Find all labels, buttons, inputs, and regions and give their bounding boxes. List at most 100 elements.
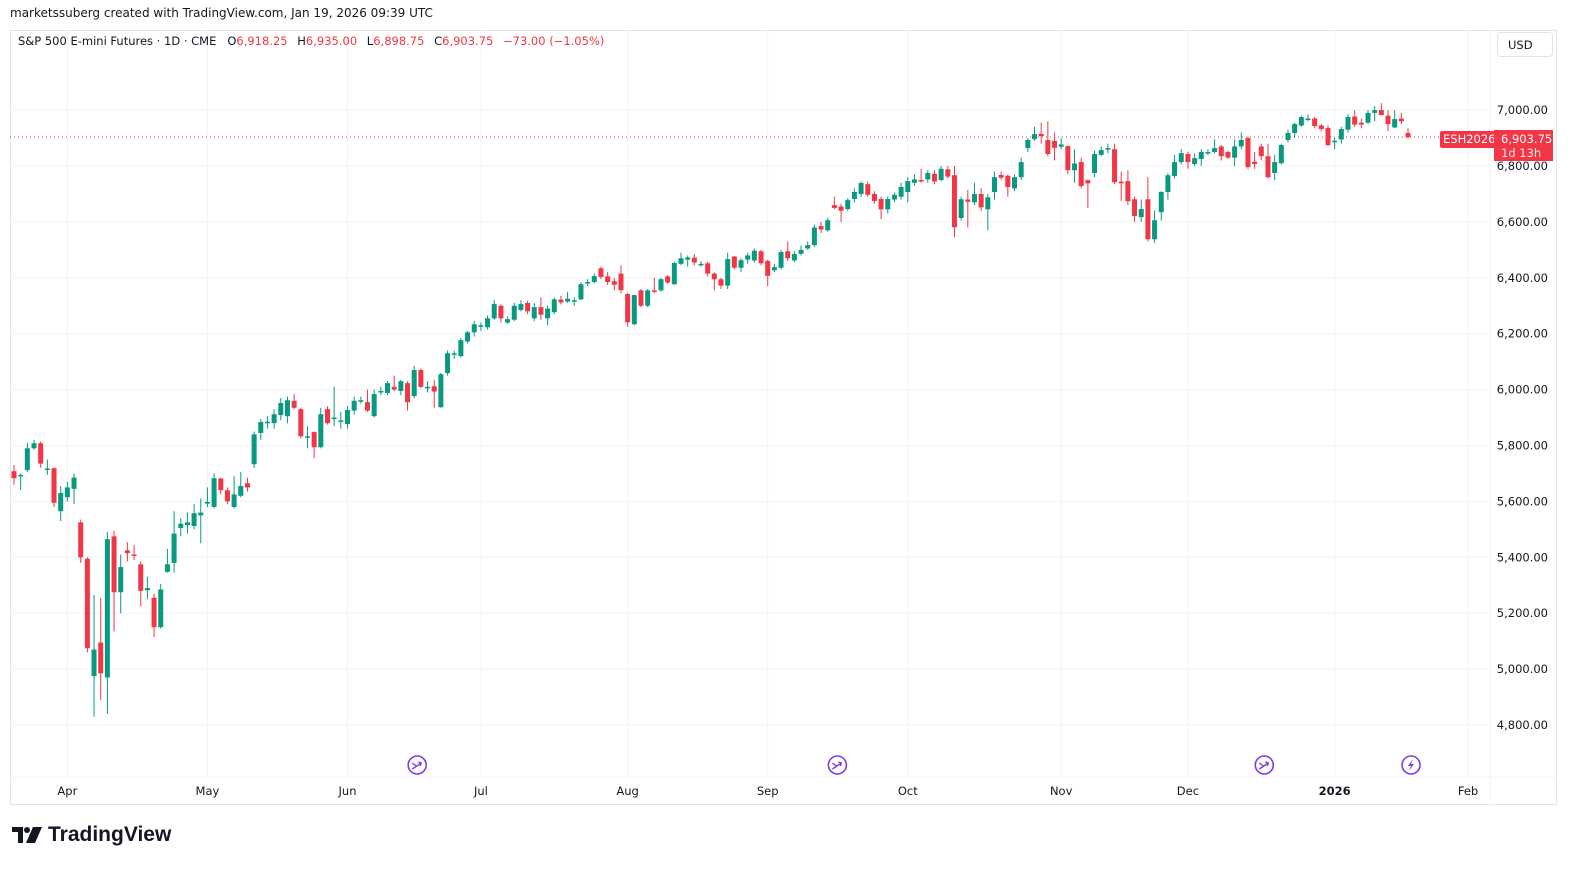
- candle-body: [645, 290, 651, 306]
- candle-body: [925, 172, 931, 180]
- candle-body: [351, 400, 357, 411]
- candle-down: [1185, 152, 1191, 169]
- close-label: C: [434, 34, 443, 48]
- candle-down: [871, 191, 877, 204]
- candle-body: [1105, 148, 1111, 150]
- candle-down: [138, 561, 144, 607]
- price-tick-label: 4,800.00: [1497, 718, 1548, 732]
- candle-body: [945, 169, 951, 177]
- candle-body: [98, 642, 104, 674]
- candle-body: [1198, 152, 1204, 160]
- candle-down: [98, 597, 104, 700]
- candle-body: [731, 256, 737, 268]
- candle-body: [538, 307, 544, 315]
- candle-down: [1252, 152, 1258, 169]
- candle-down: [1038, 122, 1044, 144]
- last-price-value: 6,903.75: [1501, 132, 1553, 146]
- candle-down: [1118, 171, 1124, 201]
- lightning-glyph: [1408, 759, 1415, 771]
- candle-body: [1165, 175, 1171, 192]
- candle-up: [985, 193, 991, 231]
- candle-body: [418, 370, 424, 387]
- candle-down: [625, 293, 631, 327]
- candle-up: [491, 300, 497, 320]
- candle-down: [38, 441, 44, 468]
- symbol-title[interactable]: S&P 500 E-mini Futures · 1D · CME: [18, 34, 217, 48]
- candle-up: [458, 337, 464, 358]
- candle-down: [965, 189, 971, 228]
- candle-body: [131, 554, 137, 557]
- candle-body: [625, 294, 631, 323]
- candle-up: [211, 473, 217, 509]
- time-tick-label: Sep: [757, 784, 779, 798]
- time-tick-label: Jun: [338, 784, 357, 798]
- candle-body: [485, 318, 491, 328]
- candle-down: [1265, 143, 1271, 179]
- tradingview-logo[interactable]: TradingView: [12, 823, 171, 847]
- candle-body: [218, 478, 224, 491]
- candle-body: [191, 513, 197, 527]
- candle-body: [765, 261, 771, 276]
- price-tick-label: 6,400.00: [1497, 271, 1548, 285]
- candle-body: [298, 409, 304, 437]
- candle-body: [445, 353, 451, 374]
- candle-down: [638, 288, 644, 308]
- candle-body: [851, 192, 857, 199]
- candle-body: [1152, 220, 1158, 240]
- candle-body: [1278, 145, 1284, 164]
- currency-button[interactable]: USD: [1497, 32, 1553, 57]
- candle-body: [878, 198, 884, 210]
- economic-event-icon[interactable]: [407, 755, 428, 775]
- candle-body: [591, 276, 597, 282]
- candle-up: [858, 181, 864, 197]
- candle-up: [751, 248, 757, 263]
- candle-body: [1118, 181, 1124, 184]
- candle-up: [378, 386, 384, 396]
- candle-up: [238, 472, 244, 498]
- chart-frame: [10, 30, 1557, 805]
- candle-up: [71, 473, 77, 505]
- candle-down: [558, 295, 564, 305]
- candle-body: [1138, 209, 1144, 218]
- candle-up: [178, 518, 184, 537]
- candle-body: [751, 250, 757, 261]
- candle-body: [258, 422, 264, 433]
- candle-up: [911, 174, 917, 186]
- candle-up: [1165, 172, 1171, 200]
- candle-body: [231, 494, 237, 507]
- candle-body: [1085, 180, 1091, 184]
- candle-body: [451, 353, 457, 355]
- candle-down: [831, 196, 837, 210]
- candle-down: [111, 530, 117, 632]
- candle-up: [64, 481, 70, 502]
- high-label: H: [297, 34, 306, 48]
- candle-down: [218, 477, 224, 495]
- candle-body: [1385, 115, 1391, 125]
- candle-body: [1305, 118, 1311, 120]
- lightning-event-icon[interactable]: [1401, 755, 1421, 775]
- candle-up: [1092, 150, 1098, 178]
- candle-up: [204, 487, 210, 507]
- candle-body: [1078, 162, 1084, 187]
- candle-body: [738, 260, 744, 268]
- low-value: 6,898.75: [373, 34, 425, 48]
- candle-up: [938, 166, 944, 182]
- candle-up: [251, 431, 257, 468]
- candle-body: [558, 299, 564, 303]
- candle-up: [425, 381, 431, 393]
- candle-body: [1218, 146, 1224, 157]
- candle-body: [1132, 199, 1138, 217]
- candle-up: [1298, 115, 1304, 127]
- candle-body: [1038, 133, 1044, 137]
- candle-body: [31, 443, 37, 449]
- candle-body: [711, 273, 717, 280]
- candle-up: [671, 261, 677, 285]
- candlestick-chart[interactable]: 4,800.00 5,000.00 5,200.00 5,400.00 5,600.00…: [10, 30, 1557, 805]
- economic-event-icon[interactable]: [827, 755, 848, 775]
- candle-up: [1018, 157, 1024, 180]
- candle-up: [44, 459, 50, 475]
- candle-body: [331, 417, 337, 420]
- candle-down: [705, 261, 711, 277]
- candle-body: [1145, 199, 1151, 240]
- economic-event-icon[interactable]: [1254, 755, 1275, 775]
